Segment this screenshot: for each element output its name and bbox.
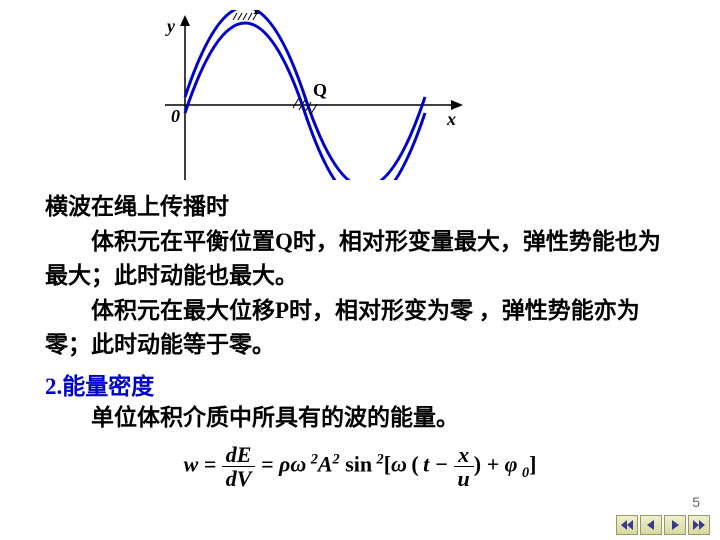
section-2-heading: 2.能量密度: [45, 367, 675, 401]
nav-next-button[interactable]: [664, 515, 686, 535]
axis-y-label: y: [165, 16, 176, 36]
wave-diagram: y x 0 P Q: [155, 10, 475, 180]
next-icon: [668, 518, 682, 532]
nav-prev-button[interactable]: [640, 515, 662, 535]
nav-last-button[interactable]: [688, 515, 710, 535]
point-q-label: Q: [313, 80, 327, 100]
content-area: 横波在绳上传播时 体积元在平衡位置Q时，相对形变量最大，弹性势能也为最大；此时动…: [45, 190, 675, 490]
paragraph-q: 体积元在平衡位置Q时，相对形变量最大，弹性势能也为最大；此时动能也最大。: [45, 225, 675, 294]
first-icon: [620, 518, 634, 532]
last-icon: [692, 518, 706, 532]
page-number: 5: [692, 494, 700, 510]
nav-button-group: [616, 515, 710, 535]
origin-label: 0: [171, 106, 180, 126]
point-p-label: P: [253, 10, 264, 18]
section-2-body: 单位体积介质中所具有的波的能量。: [45, 401, 675, 436]
nav-first-button[interactable]: [616, 515, 638, 535]
paragraph-p: 体积元在最大位移P时，相对形变为零 ，弹性势能亦为零；此时动能等于零。: [45, 294, 675, 363]
paragraph-intro: 横波在绳上传播时: [45, 190, 675, 225]
prev-icon: [644, 518, 658, 532]
axis-x-label: x: [446, 109, 456, 129]
energy-density-formula: w = dEdV = ρω 2A2 sin 2[ω ( t − xu) + φ …: [45, 443, 675, 490]
